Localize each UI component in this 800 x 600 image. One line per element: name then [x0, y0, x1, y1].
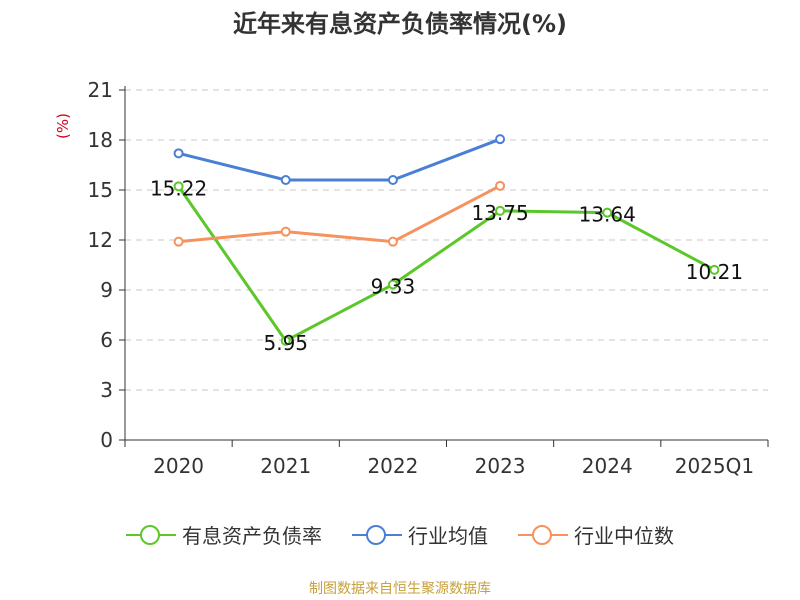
y-tick-label: 12: [88, 228, 113, 252]
series: [173, 134, 720, 346]
legend-swatch: [126, 524, 176, 546]
legend-swatch: [352, 524, 402, 546]
data-label: 13.75: [471, 201, 528, 225]
data-point: [387, 279, 398, 290]
y-tick-label: 0: [100, 428, 113, 452]
data-label: 9.33: [371, 275, 416, 299]
data-label: 15.22: [150, 176, 207, 200]
grid-lines: [125, 89, 768, 391]
x-tick-label: 2024: [582, 454, 633, 478]
data-point: [280, 335, 291, 346]
legend-item[interactable]: 行业中位数: [518, 520, 674, 549]
data-point: [387, 175, 398, 185]
legend-item[interactable]: 有息资产负债率: [126, 520, 322, 549]
y-tick-label: 9: [100, 278, 113, 302]
y-tick-label: 6: [100, 328, 113, 352]
x-tick-label: 2023: [475, 454, 526, 478]
data-point: [602, 207, 613, 218]
y-tick-label: 15: [88, 178, 113, 202]
data-label: 13.64: [579, 203, 636, 227]
legend-label: 有息资产负债率: [182, 524, 322, 548]
series-line-1: [178, 137, 501, 182]
legend-label: 行业均值: [408, 524, 488, 548]
y-tick-label: 18: [88, 128, 113, 152]
legend-swatch: [518, 524, 568, 546]
chart-title: 近年来有息资产负债率情况(%): [233, 10, 567, 38]
series-line-0: [177, 185, 716, 343]
y-tick-label: 21: [88, 78, 113, 102]
series-line-2: [178, 184, 501, 244]
data-point: [173, 148, 184, 159]
legend-label: 行业中位数: [574, 524, 674, 548]
data-labels: 15.22 5.95 9.33 13.75 13.64 10.21: [150, 176, 743, 355]
data-point: [280, 226, 291, 237]
data-point: [280, 175, 291, 185]
data-point: [495, 134, 506, 145]
y-tick-label: 3: [100, 378, 113, 402]
legend: 有息资产负债率 行业均值 行业中位数: [0, 520, 800, 549]
legend-item[interactable]: 行业均值: [352, 520, 488, 549]
data-point: [387, 236, 398, 247]
data-point: [173, 181, 184, 192]
data-point: [173, 236, 184, 247]
x-tick-label: 2020: [153, 454, 204, 478]
data-point: [495, 205, 506, 216]
source-note: 制图数据来自恒生聚源数据库: [309, 581, 491, 597]
data-label: 5.95: [263, 331, 308, 355]
data-point: [495, 180, 506, 191]
y-axis-label: (%): [54, 113, 72, 139]
x-tick-label: 2021: [260, 454, 311, 478]
x-tick-label: 2022: [367, 454, 418, 478]
data-point: [709, 264, 720, 275]
data-label: 10.21: [686, 260, 743, 284]
axes: 0 3 6 9 12 15 18 21 2020 2021 2022 2023 2024 2025Q1: [88, 78, 769, 478]
x-tick-label: 2025Q1: [675, 454, 754, 478]
